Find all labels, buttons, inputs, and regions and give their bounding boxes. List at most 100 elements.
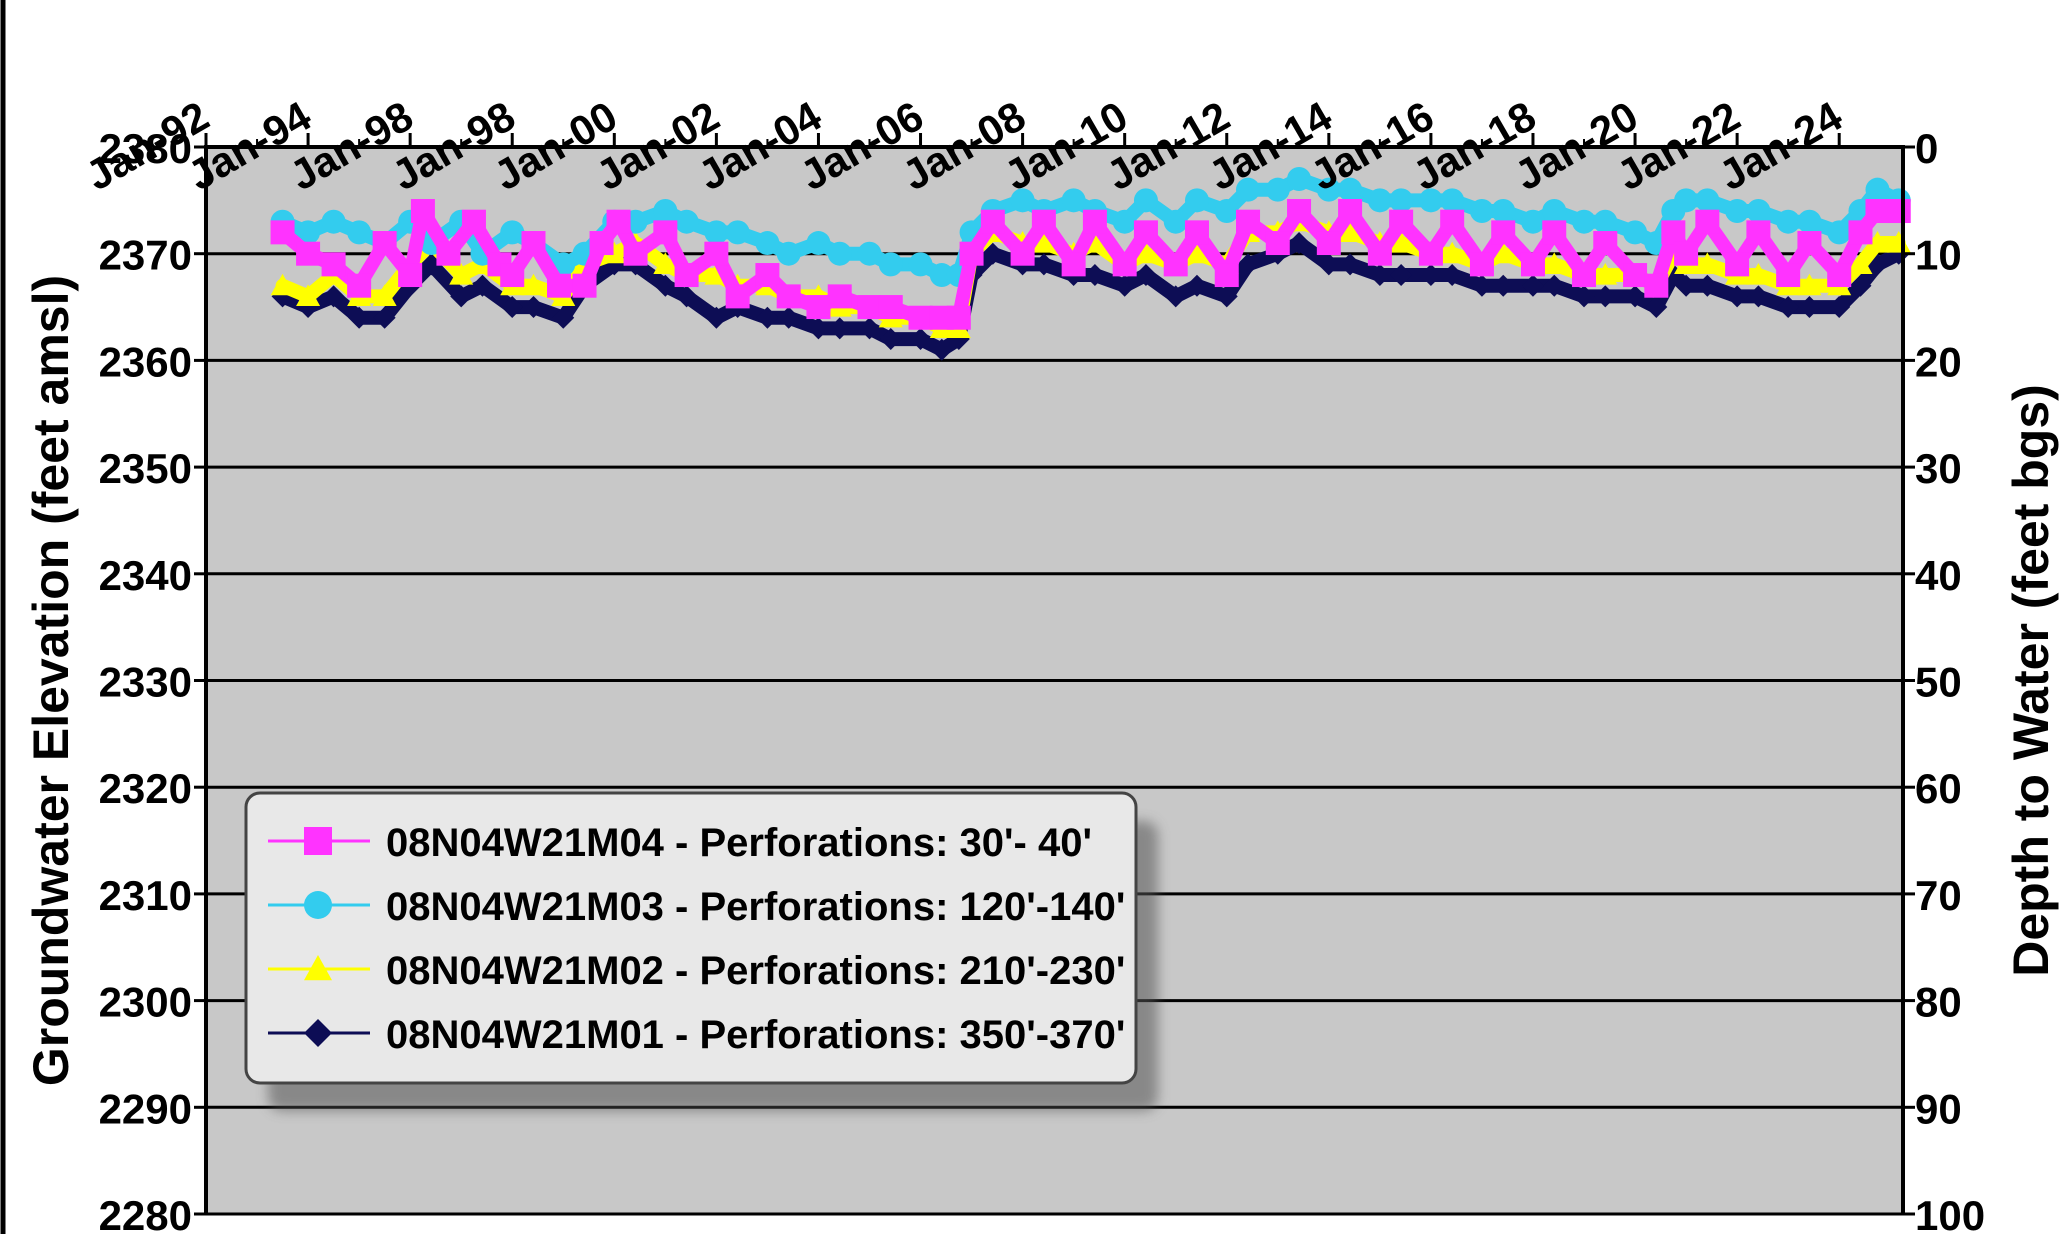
data-point — [878, 295, 903, 320]
data-point — [1696, 274, 1719, 297]
data-point — [653, 220, 678, 245]
y2-tick-label: 20 — [1915, 338, 1962, 385]
data-point — [1010, 188, 1035, 213]
data-point — [756, 306, 779, 329]
data-point — [1164, 285, 1187, 308]
data-point — [1661, 220, 1686, 245]
data-point — [296, 220, 321, 245]
data-point — [1543, 274, 1566, 297]
data-point — [858, 317, 881, 340]
data-point — [572, 273, 597, 298]
data-point — [959, 241, 984, 266]
data-point — [1776, 263, 1801, 288]
data-point — [857, 241, 882, 266]
data-point — [1674, 188, 1699, 213]
y-tick-label: 2300 — [99, 979, 192, 1026]
data-point — [1520, 252, 1545, 277]
data-point — [908, 305, 933, 330]
data-point — [623, 241, 648, 266]
data-point — [1419, 264, 1442, 287]
data-point — [981, 242, 1004, 265]
data-point — [1726, 285, 1749, 308]
data-point — [704, 220, 729, 245]
data-point — [602, 241, 627, 264]
data-point — [1797, 209, 1822, 234]
data-point — [606, 209, 631, 234]
data-point — [1777, 296, 1800, 319]
data-point — [1865, 177, 1890, 202]
data-point — [1623, 263, 1648, 288]
data-point — [1521, 274, 1544, 297]
data-point — [552, 306, 575, 329]
data-point — [1542, 199, 1567, 224]
data-point — [1886, 199, 1911, 224]
data-point — [1674, 241, 1699, 266]
data-point — [980, 209, 1005, 234]
data-point — [1214, 263, 1239, 288]
data-point — [878, 252, 903, 277]
data-point — [372, 284, 397, 306]
data-point — [1367, 188, 1392, 213]
data-point — [398, 263, 423, 288]
data-point — [1440, 209, 1465, 234]
data-point — [1593, 231, 1618, 256]
data-point — [1865, 231, 1890, 253]
data-point — [705, 306, 728, 329]
data-point — [806, 295, 831, 320]
data-point — [1725, 199, 1750, 224]
data-point — [1031, 209, 1056, 234]
data-point — [1865, 199, 1890, 224]
data-point — [1133, 241, 1158, 264]
data-point — [1214, 199, 1239, 224]
data-point — [1623, 220, 1648, 245]
y-tick-label: 2370 — [99, 232, 192, 279]
data-point — [1133, 188, 1158, 213]
data-point — [1573, 285, 1596, 308]
data-point — [1849, 274, 1872, 297]
data-point — [500, 220, 525, 245]
data-point — [1695, 252, 1720, 274]
data-point — [1469, 252, 1494, 277]
data-point — [930, 338, 953, 361]
data-point — [1644, 273, 1669, 298]
data-point — [589, 231, 614, 256]
data-point — [1675, 274, 1698, 297]
data-point — [270, 273, 295, 296]
y-axis-title: Groundwater Elevation (feet amsl) — [23, 275, 79, 1086]
data-point — [1645, 296, 1668, 319]
data-point — [1184, 241, 1209, 264]
y-tick-label: 2350 — [99, 445, 192, 492]
data-point — [1797, 273, 1822, 296]
data-point — [1184, 220, 1209, 245]
data-point — [704, 241, 729, 266]
data-point — [321, 209, 346, 234]
data-point — [1725, 252, 1750, 277]
data-point — [1134, 264, 1157, 287]
data-point — [1695, 188, 1720, 213]
data-point — [946, 305, 971, 330]
data-point — [1316, 231, 1341, 256]
data-point — [1572, 209, 1597, 234]
y2-tick-label: 30 — [1915, 445, 1962, 492]
y2-axis-title: Depth to Water (feet bgs) — [2003, 384, 2059, 977]
data-point — [777, 306, 800, 329]
data-point — [1338, 220, 1363, 242]
data-point — [1317, 253, 1340, 276]
data-point — [1082, 209, 1107, 234]
data-point — [1389, 231, 1414, 253]
y-tick-label: 2320 — [99, 765, 192, 812]
data-point — [1061, 188, 1086, 213]
y-tick-label: 2380 — [99, 125, 192, 172]
data-point — [1746, 263, 1771, 285]
data-point — [1390, 264, 1413, 287]
data-point — [1112, 252, 1137, 277]
data-point — [1594, 285, 1617, 308]
y-tick-label: 2280 — [99, 1192, 192, 1234]
data-point — [1032, 253, 1055, 276]
data-point — [1338, 199, 1363, 224]
data-point — [1418, 188, 1443, 213]
data-point — [1185, 274, 1208, 297]
y2-tick-label: 40 — [1915, 552, 1962, 599]
data-point — [500, 263, 525, 288]
data-point — [471, 274, 494, 297]
